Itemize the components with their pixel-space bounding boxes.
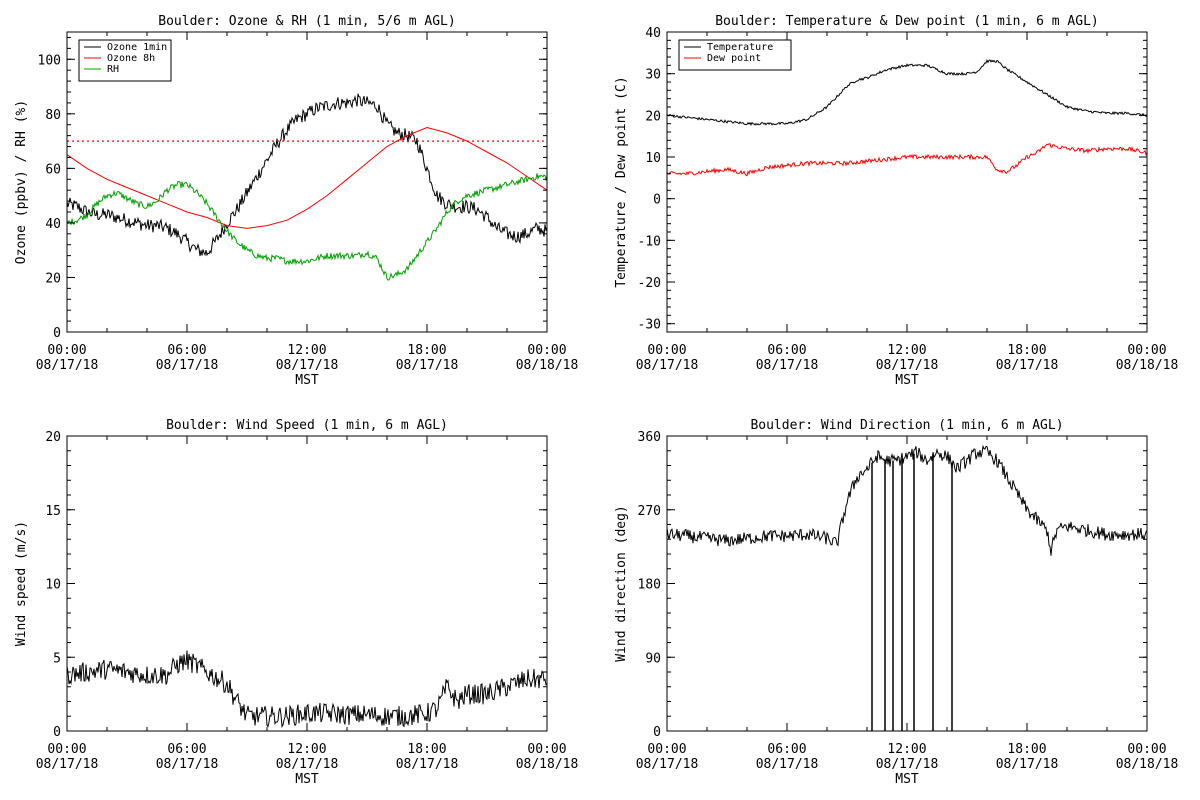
wind-speed-xtick-label: 18:00 xyxy=(407,742,446,757)
temp-dewpoint-xtick-date: 08/17/18 xyxy=(876,358,939,373)
temp-dewpoint-ytick-label: -30 xyxy=(638,318,661,333)
wind-direction-xtick-date: 08/17/18 xyxy=(996,757,1059,772)
wind-direction-ylabel: Wind direction (deg) xyxy=(614,505,629,662)
ozone-rh-legend-label-2: RH xyxy=(107,64,119,75)
wind-speed-ylabel: Wind speed (m/s) xyxy=(14,521,29,646)
temp-dewpoint-ytick-label: -20 xyxy=(638,276,661,291)
wind-speed-ytick-label: 15 xyxy=(45,504,61,519)
wind-direction-title: Boulder: Wind Direction (1 min, 6 m AGL) xyxy=(750,418,1063,433)
ozone-rh-xtick-date: 08/17/18 xyxy=(156,358,219,373)
ozone-rh-ytick-label: 20 xyxy=(45,271,61,286)
ozone-rh-xtick-label: 06:00 xyxy=(167,343,206,358)
wind-speed-title: Boulder: Wind Speed (1 min, 6 m AGL) xyxy=(166,418,448,433)
wind-direction-plot-frame xyxy=(666,435,1148,732)
ozone-rh-xtick-label: 00:00 xyxy=(527,343,566,358)
wind-direction-xtick-label: 00:00 xyxy=(647,742,686,757)
wind-direction-xtick-label: 18:00 xyxy=(1007,742,1046,757)
temp-dewpoint-ytick-label: 30 xyxy=(645,68,661,83)
ozone-rh-ytick-label: 100 xyxy=(38,53,61,68)
wind-speed-ytick-label: 10 xyxy=(45,578,61,593)
ozone-rh-legend-label-0: Ozone 1min xyxy=(107,42,167,53)
wind-speed-ytick-label: 5 xyxy=(53,651,61,666)
temp-dewpoint-ytick-label: 40 xyxy=(645,26,661,41)
wind-speed-xtick-date: 08/17/18 xyxy=(396,757,459,772)
wind-direction-xtick-label: 12:00 xyxy=(887,742,926,757)
ozone-rh-xtick-date: 08/17/18 xyxy=(36,358,99,373)
wind-speed-xtick-date: 08/17/18 xyxy=(36,757,99,772)
ozone-rh-xtick-date: 08/17/18 xyxy=(276,358,339,373)
wind-direction-xtick-label: 06:00 xyxy=(767,742,806,757)
ozone-rh-series-1-line xyxy=(66,126,548,229)
temp-dewpoint-ytick-label: -10 xyxy=(638,234,661,249)
temp-dewpoint-ytick-label: 10 xyxy=(645,151,661,166)
temp-dewpoint-xtick-label: 06:00 xyxy=(767,343,806,358)
wind-speed-xtick-label: 06:00 xyxy=(167,742,206,757)
wind-direction-series-0-line xyxy=(666,444,1148,556)
wind-speed-ytick-label: 0 xyxy=(53,725,61,740)
temp-dewpoint-series-0-line xyxy=(666,59,1148,126)
ozone-rh-ytick-label: 60 xyxy=(45,162,61,177)
ozone-rh-ytick-label: 80 xyxy=(45,108,61,123)
temp-dewpoint-plot-frame xyxy=(666,31,1148,333)
ozone-rh-xtick-label: 00:00 xyxy=(47,343,86,358)
temp-dewpoint-legend-label-1: Dew point xyxy=(707,53,761,64)
temp-dewpoint-ytick-label: 20 xyxy=(645,109,661,124)
ozone-rh-xlabel: MST xyxy=(295,373,319,388)
ozone-rh-xtick-label: 18:00 xyxy=(407,343,446,358)
temp-dewpoint-xtick-date: 08/17/18 xyxy=(756,358,819,373)
ozone-rh-xtick-label: 12:00 xyxy=(287,343,326,358)
ozone-rh-legend-label-1: Ozone 8h xyxy=(107,53,155,64)
ozone-rh-xtick-date: 08/17/18 xyxy=(396,358,459,373)
temp-dewpoint-xtick-label: 18:00 xyxy=(1007,343,1046,358)
ozone-rh-series-2-line xyxy=(66,173,548,281)
wind-direction-ytick-label: 180 xyxy=(638,578,661,593)
temp-dewpoint-xtick-label: 12:00 xyxy=(887,343,926,358)
ozone-rh-ytick-label: 40 xyxy=(45,217,61,232)
temp-dewpoint-xtick-date: 08/18/18 xyxy=(1116,358,1179,373)
temp-dewpoint-xtick-date: 08/17/18 xyxy=(996,358,1059,373)
wind-direction-xtick-date: 08/17/18 xyxy=(636,757,699,772)
wind-direction-ytick-label: 0 xyxy=(653,725,661,740)
temp-dewpoint-xlabel: MST xyxy=(895,373,919,388)
temp-dewpoint-xtick-label: 00:00 xyxy=(1127,343,1166,358)
wind-speed-ytick-label: 20 xyxy=(45,430,61,445)
ozone-rh-series-0-line xyxy=(66,93,548,257)
temp-dewpoint-legend-label-0: Temperature xyxy=(707,42,773,53)
wind-speed-xtick-date: 08/17/18 xyxy=(156,757,219,772)
wind-speed-xtick-date: 08/17/18 xyxy=(276,757,339,772)
temp-dewpoint-xtick-date: 08/17/18 xyxy=(636,358,699,373)
temp-dewpoint-series-1-line xyxy=(666,143,1148,177)
wind-speed-xlabel: MST xyxy=(295,772,319,787)
wind-speed-xtick-label: 00:00 xyxy=(527,742,566,757)
ozone-rh-xtick-date: 08/18/18 xyxy=(516,358,579,373)
temp-dewpoint-xtick-label: 00:00 xyxy=(647,343,686,358)
wind-direction-ytick-label: 270 xyxy=(638,504,661,519)
wind-direction-ytick-label: 90 xyxy=(645,651,661,666)
wind-direction-xtick-date: 08/18/18 xyxy=(1116,757,1179,772)
wind-direction-xtick-date: 08/17/18 xyxy=(756,757,819,772)
wind-direction-xtick-date: 08/17/18 xyxy=(876,757,939,772)
wind-direction-ytick-label: 360 xyxy=(638,430,661,445)
ozone-rh-ytick-label: 0 xyxy=(53,326,61,341)
ozone-rh-ylabel: Ozone (ppbv) / RH (%) xyxy=(14,100,29,264)
wind-direction-xlabel: MST xyxy=(895,772,919,787)
wind-speed-series-0-line xyxy=(66,650,548,728)
ozone-rh-title: Boulder: Ozone & RH (1 min, 5/6 m AGL) xyxy=(158,14,455,29)
temp-dewpoint-title: Boulder: Temperature & Dew point (1 min,… xyxy=(715,14,1099,29)
temp-dewpoint-ytick-label: 0 xyxy=(653,193,661,208)
wind-direction-xtick-label: 00:00 xyxy=(1127,742,1166,757)
temp-dewpoint-legend-box xyxy=(678,39,792,71)
wind-speed-xtick-date: 08/18/18 xyxy=(516,757,579,772)
wind-speed-xtick-label: 12:00 xyxy=(287,742,326,757)
wind-speed-xtick-label: 00:00 xyxy=(47,742,86,757)
temp-dewpoint-ylabel: Temperature / Dew point (C) xyxy=(614,76,629,287)
